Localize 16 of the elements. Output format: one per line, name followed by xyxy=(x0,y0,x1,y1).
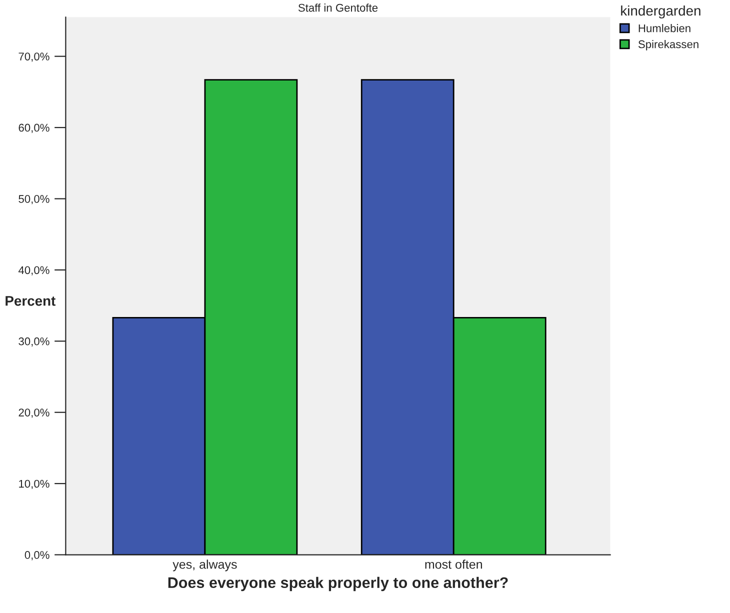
x-tick-label: yes, always xyxy=(172,560,237,572)
y-tick-label: 40,0% xyxy=(18,266,50,276)
y-tick-label: 0,0% xyxy=(24,551,50,560)
y-tick-label: 50,0% xyxy=(18,195,50,204)
y-tick-label: 20,0% xyxy=(18,408,50,418)
legend-label: Humlebien xyxy=(638,24,690,32)
y-tick-label: 30,0% xyxy=(18,337,50,347)
legend-label: Spirekassen xyxy=(638,40,698,50)
x-axis-title: Does everyone speak properly to one another? xyxy=(168,576,508,592)
y-tick-label: 60,0% xyxy=(18,124,50,133)
legend-title: kindergarden xyxy=(621,5,700,18)
y-tick-label: 70,0% xyxy=(18,52,50,62)
y-axis-title: Percent xyxy=(6,296,56,306)
y-tick-label: 10,0% xyxy=(19,480,50,490)
chart-title: Staff in Gentofte xyxy=(298,4,378,12)
x-tick-label: most often xyxy=(425,560,482,569)
